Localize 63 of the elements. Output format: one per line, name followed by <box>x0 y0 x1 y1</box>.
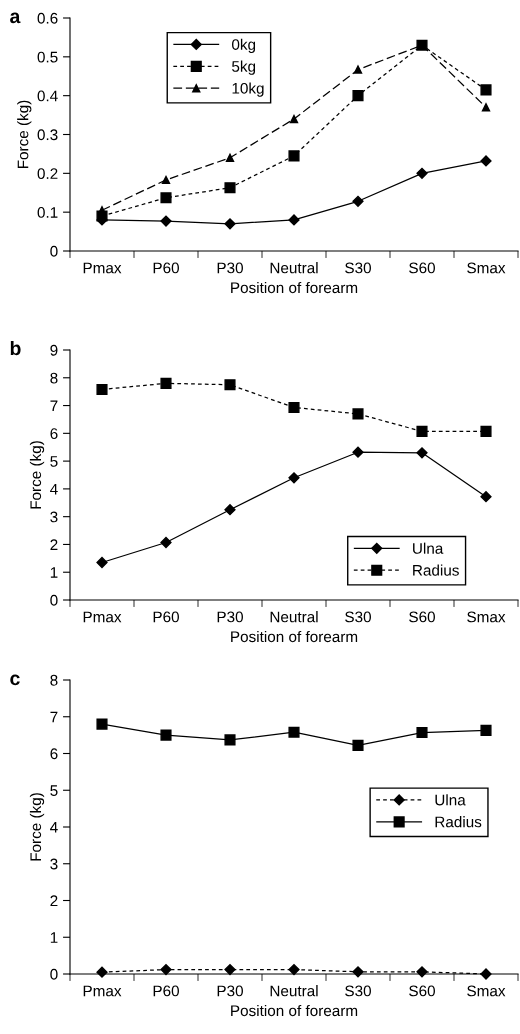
x-tick-label: S60 <box>409 262 435 274</box>
y-tick-label: 6 <box>50 428 58 440</box>
y-tick-label: 0.1 <box>37 207 58 218</box>
y-tick-label: 5 <box>50 785 58 796</box>
chart-title: c <box>10 674 20 686</box>
y-tick-label: 2 <box>50 539 58 550</box>
y-tick-label: 6 <box>50 748 58 760</box>
y-tick-label: 2 <box>50 895 58 907</box>
x-tick-label: P30 <box>217 611 243 623</box>
x-tick-label: P30 <box>217 262 243 274</box>
y-axis-title: Force (kg) <box>29 793 45 861</box>
legend-label: 5kg <box>232 60 256 75</box>
y-tick-label: 1 <box>50 567 58 578</box>
x-tick-label: Pmax <box>83 262 122 274</box>
y-axis-title: Force (kg) <box>17 100 32 169</box>
y-tick-label: 1 <box>50 932 58 943</box>
y-tick-label: 0.4 <box>37 90 58 102</box>
y-tick-label: 0.2 <box>37 168 58 180</box>
y-tick-label: 4 <box>50 822 58 833</box>
y-tick-label: 7 <box>50 711 58 723</box>
y-tick-label: 0.3 <box>37 129 58 141</box>
y-tick-label: 8 <box>50 674 58 686</box>
chart-title: b <box>10 340 21 356</box>
y-tick-label: 8 <box>50 372 58 384</box>
x-axis-title: Position of forearm <box>231 1004 358 1017</box>
x-tick-label: Smax <box>467 985 506 997</box>
x-tick-label: S60 <box>409 985 435 997</box>
y-axis-title: Force (kg) <box>29 441 45 509</box>
legend-label: Ulna <box>413 542 444 554</box>
y-tick-label: 3 <box>50 858 58 870</box>
legend-label: Radius <box>435 816 482 828</box>
x-tick-label: S30 <box>345 985 371 997</box>
y-tick-label: 7 <box>50 400 58 412</box>
y-tick-label: 0 <box>50 594 58 606</box>
y-tick-label: 0 <box>50 245 58 257</box>
x-tick-label: Neutral <box>270 985 318 997</box>
y-tick-label: 0.6 <box>37 12 58 24</box>
x-axis-title: Position of forearm <box>231 281 358 294</box>
x-tick-label: S30 <box>345 611 371 623</box>
legend-label: Ulna <box>435 794 466 806</box>
y-tick-label: 3 <box>50 511 58 523</box>
x-tick-label: S60 <box>409 611 435 623</box>
legend-label: 10kg <box>232 82 264 97</box>
x-tick-label: P60 <box>153 611 179 623</box>
x-tick-label: P30 <box>217 985 243 997</box>
x-tick-label: Neutral <box>270 611 318 623</box>
y-tick-label: 9 <box>50 344 58 356</box>
x-axis-title: Position of forearm <box>231 630 358 643</box>
x-tick-label: P60 <box>153 262 179 274</box>
y-tick-label: 4 <box>50 483 58 495</box>
x-tick-label: Smax <box>467 262 506 274</box>
x-tick-label: Pmax <box>83 611 122 623</box>
y-tick-label: 0.5 <box>37 51 58 63</box>
y-tick-label: 0 <box>50 968 58 980</box>
x-tick-label: P60 <box>153 985 179 997</box>
y-tick-label: 5 <box>50 456 58 467</box>
x-tick-label: Smax <box>467 611 506 623</box>
legend-label: Radius <box>413 564 459 576</box>
x-tick-label: Pmax <box>83 985 122 997</box>
legend-label: 0kg <box>232 38 256 53</box>
x-tick-label: Neutral <box>270 262 318 274</box>
chart-title: a <box>10 12 21 24</box>
x-tick-label: S30 <box>345 262 371 274</box>
